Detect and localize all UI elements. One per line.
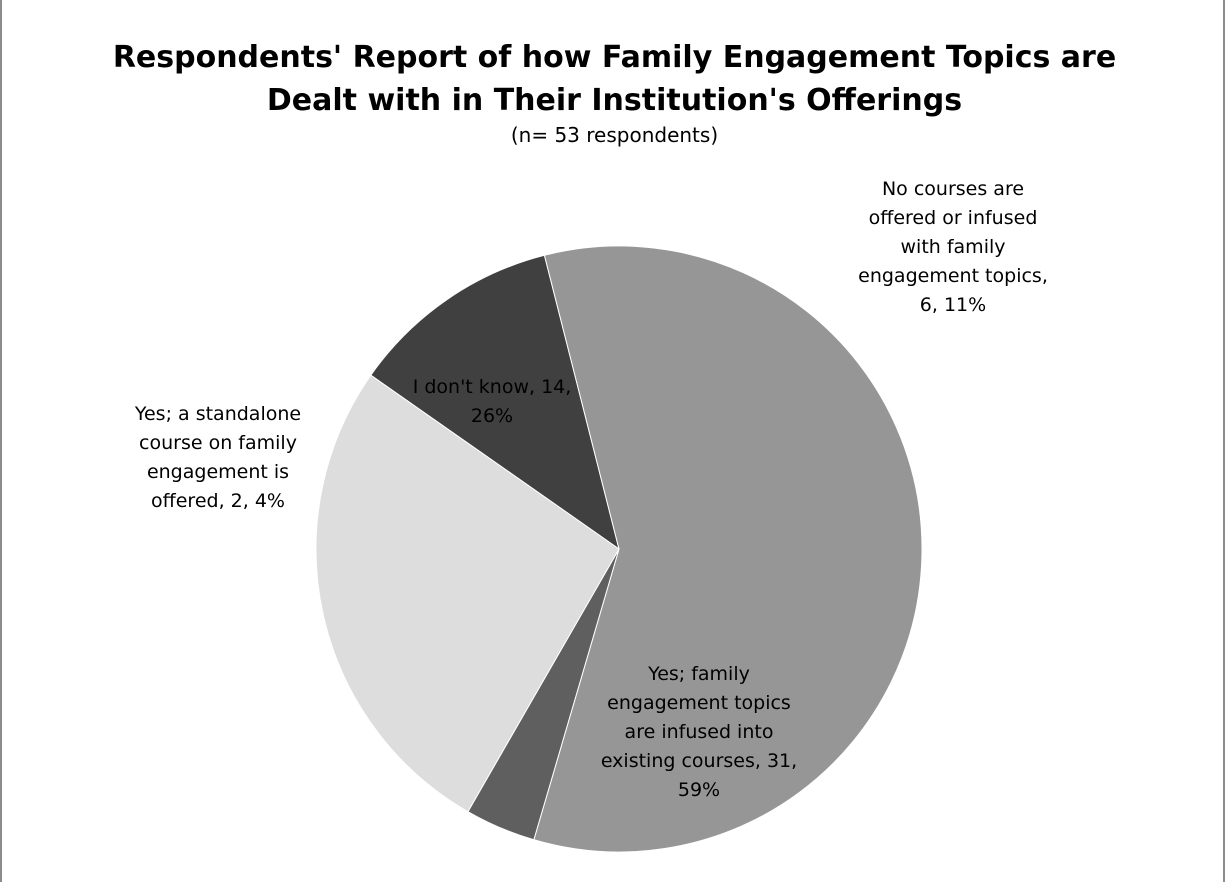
slice-data-label-line: 6, 11% — [920, 294, 986, 316]
slice-data-label-line: 59% — [678, 779, 720, 801]
slice-data-label: Yes; family engagement topics are infused … — [601, 663, 797, 801]
pie-slice — [315, 374, 620, 813]
slice-data-label: Yes; a standalone course on family engagem… — [134, 403, 301, 512]
slice-data-label-line: offered, 2, 4% — [151, 490, 285, 512]
pie-slice — [533, 245, 923, 853]
slice-data-label-line: I don't know, 14, — [413, 376, 572, 398]
slice-data-label-line: engagement is — [147, 461, 289, 483]
slice-data-label-line: with family — [901, 236, 1006, 258]
slice-data-label-line: No courses are — [882, 178, 1024, 200]
slice-data-label-line: existing courses, 31, — [601, 750, 797, 772]
slice-data-label-line: are infused into — [625, 721, 774, 743]
slice-data-label-line: Yes; family — [647, 663, 750, 685]
slice-data-label-line: 26% — [471, 405, 513, 427]
slice-data-label: I don't know, 14, 26% — [413, 376, 572, 427]
slice-data-label: No courses are offered or infused with fam… — [858, 178, 1048, 316]
slice-data-label-line: engagement topics — [607, 692, 791, 714]
slice-data-label-line: Yes; a standalone — [134, 403, 301, 425]
pie-slice — [370, 254, 620, 551]
chart-title-line-1: Respondents' Report of how Family Engage… — [112, 40, 1117, 75]
slice-data-label-line: offered or infused — [869, 207, 1038, 229]
slice-data-label-line: course on family — [139, 432, 297, 454]
chart-title: Respondents' Report of how Family Engage… — [2, 36, 1225, 122]
slice-data-label-line: engagement topics, — [858, 265, 1048, 287]
chart-subtitle: (n= 53 respondents) — [510, 123, 719, 147]
chart-title-line-2: Dealt with in Their Institution's Offeri… — [266, 83, 963, 118]
